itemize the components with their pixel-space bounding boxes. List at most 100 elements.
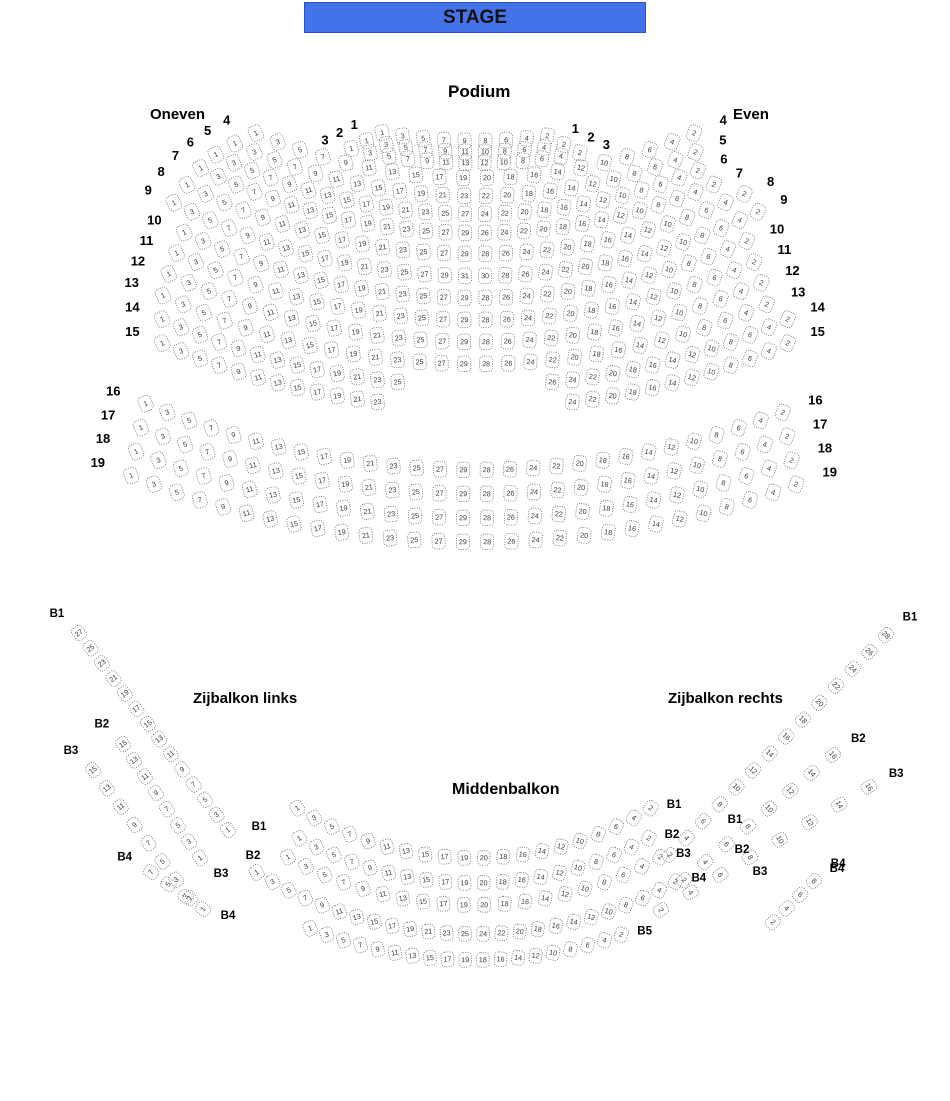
svg-text:12: 12 (531, 950, 540, 960)
svg-text:20: 20 (577, 482, 586, 492)
svg-text:5: 5 (158, 856, 167, 866)
svg-text:Zijbalkon rechts: Zijbalkon rechts (668, 690, 783, 707)
svg-text:16: 16 (546, 186, 555, 196)
svg-text:7: 7 (405, 154, 410, 163)
svg-text:11: 11 (262, 329, 272, 340)
svg-text:23: 23 (460, 191, 468, 200)
svg-text:23: 23 (394, 333, 403, 343)
svg-text:1: 1 (142, 398, 149, 408)
svg-text:1: 1 (132, 446, 139, 456)
svg-text:10: 10 (500, 157, 508, 166)
svg-text:5: 5 (204, 123, 211, 138)
svg-text:31: 31 (461, 271, 469, 280)
svg-text:25: 25 (411, 511, 420, 521)
svg-text:8: 8 (593, 857, 600, 867)
svg-text:13: 13 (268, 490, 278, 501)
svg-text:5: 5 (197, 353, 204, 363)
svg-text:5: 5 (207, 215, 214, 225)
svg-text:14: 14 (635, 340, 645, 351)
svg-text:9: 9 (259, 212, 266, 222)
svg-text:9: 9 (242, 323, 249, 333)
svg-text:11: 11 (287, 199, 297, 210)
svg-text:22: 22 (545, 311, 554, 321)
svg-text:15: 15 (125, 324, 139, 339)
svg-text:17: 17 (320, 253, 330, 264)
svg-text:2: 2 (618, 930, 625, 940)
svg-text:24: 24 (522, 291, 531, 301)
svg-text:22: 22 (543, 289, 552, 299)
svg-text:3: 3 (302, 861, 310, 871)
svg-text:2: 2 (679, 875, 688, 884)
svg-text:3: 3 (188, 207, 195, 217)
svg-text:15: 15 (293, 382, 303, 393)
svg-text:9: 9 (130, 820, 139, 830)
svg-text:18: 18 (479, 955, 487, 964)
svg-text:21: 21 (361, 530, 370, 540)
svg-text:7: 7 (346, 829, 353, 839)
svg-text:12: 12 (131, 253, 145, 268)
svg-text:3: 3 (383, 140, 388, 150)
svg-text:8: 8 (686, 258, 693, 268)
svg-text:7: 7 (208, 423, 215, 433)
svg-text:14: 14 (640, 248, 650, 259)
svg-text:6: 6 (703, 205, 710, 215)
svg-text:2: 2 (587, 129, 594, 144)
svg-text:11: 11 (382, 841, 392, 852)
svg-text:9: 9 (360, 884, 366, 894)
svg-text:7: 7 (226, 294, 233, 304)
svg-text:27: 27 (438, 336, 446, 345)
svg-text:6: 6 (585, 940, 591, 950)
svg-text:25: 25 (393, 377, 402, 387)
svg-text:14: 14 (649, 495, 659, 505)
svg-text:17: 17 (312, 387, 322, 397)
svg-text:15: 15 (317, 230, 327, 241)
svg-text:B3: B3 (889, 768, 904, 780)
svg-text:20: 20 (520, 207, 529, 217)
svg-text:21: 21 (438, 190, 446, 199)
svg-text:2: 2 (545, 131, 550, 140)
svg-text:16: 16 (604, 279, 614, 289)
svg-text:19: 19 (333, 391, 342, 401)
svg-text:4: 4 (686, 888, 696, 896)
svg-text:23: 23 (373, 375, 382, 385)
svg-text:4: 4 (765, 322, 772, 332)
svg-text:5: 5 (219, 244, 226, 254)
svg-text:7: 7 (240, 205, 247, 215)
svg-text:3: 3 (192, 257, 199, 267)
svg-text:12: 12 (644, 270, 654, 281)
svg-text:11: 11 (248, 460, 258, 471)
svg-text:1: 1 (379, 128, 385, 138)
svg-text:5: 5 (177, 463, 184, 473)
svg-text:17: 17 (441, 877, 450, 887)
svg-text:14: 14 (834, 799, 846, 810)
svg-text:B4: B4 (830, 863, 845, 875)
svg-text:29: 29 (460, 315, 468, 324)
svg-text:4: 4 (223, 112, 231, 127)
svg-text:12: 12 (669, 466, 679, 477)
svg-text:16: 16 (623, 475, 632, 485)
svg-text:10: 10 (698, 508, 708, 519)
svg-text:16: 16 (559, 202, 568, 212)
svg-text:12: 12 (481, 158, 489, 167)
svg-text:15: 15 (418, 896, 427, 906)
svg-text:1: 1 (212, 149, 220, 159)
svg-text:25: 25 (419, 291, 428, 301)
svg-text:11: 11 (266, 307, 276, 318)
svg-text:8: 8 (521, 156, 526, 165)
svg-text:9: 9 (375, 944, 381, 954)
svg-text:2: 2 (763, 299, 770, 309)
svg-text:21: 21 (353, 394, 362, 404)
svg-text:3: 3 (180, 299, 187, 309)
svg-text:9: 9 (235, 343, 242, 353)
svg-text:15: 15 (289, 519, 299, 529)
svg-text:4: 4 (720, 112, 728, 127)
svg-text:5: 5 (221, 197, 228, 207)
svg-text:11: 11 (276, 264, 286, 275)
svg-text:11: 11 (304, 185, 314, 196)
svg-text:2: 2 (784, 314, 791, 324)
svg-text:26: 26 (481, 228, 489, 237)
svg-text:12: 12 (653, 313, 663, 324)
svg-text:20: 20 (563, 242, 572, 252)
svg-text:17: 17 (315, 499, 324, 509)
svg-text:2: 2 (692, 147, 699, 157)
